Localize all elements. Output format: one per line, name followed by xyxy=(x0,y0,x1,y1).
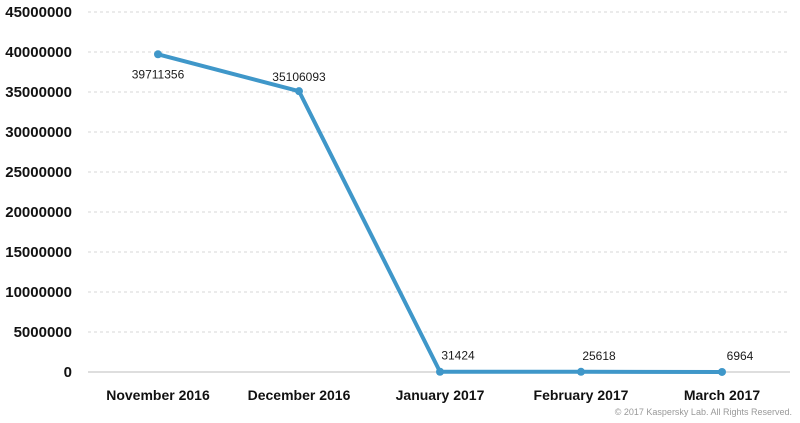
data-point xyxy=(154,50,162,59)
x-tick-label: December 2016 xyxy=(248,387,351,403)
y-tick-label: 10000000 xyxy=(5,284,72,301)
data-point xyxy=(295,87,303,96)
y-tick-label: 40000000 xyxy=(5,44,72,61)
data-point xyxy=(718,367,726,376)
y-tick-label: 15000000 xyxy=(5,244,72,261)
data-label: 35106093 xyxy=(272,70,326,84)
data-label: 31424 xyxy=(441,349,475,363)
x-tick-label: March 2017 xyxy=(684,387,760,403)
x-tick-label: January 2017 xyxy=(396,387,485,403)
copyright-text: © 2017 Kaspersky Lab. All Rights Reserve… xyxy=(614,407,792,417)
series-line xyxy=(156,52,724,374)
y-tick-label: 25000000 xyxy=(5,164,72,181)
data-label: 6964 xyxy=(727,349,754,363)
x-tick-label: November 2016 xyxy=(106,387,210,403)
x-tick-label: February 2017 xyxy=(534,387,629,403)
y-tick-label: 0 xyxy=(64,364,72,381)
y-tick-label: 35000000 xyxy=(5,84,72,101)
y-tick-label: 45000000 xyxy=(5,4,72,21)
y-tick-label: 5000000 xyxy=(14,324,72,341)
data-label: 25618 xyxy=(582,349,616,363)
data-point xyxy=(436,367,444,376)
y-tick-label: 30000000 xyxy=(5,124,72,141)
y-tick-label: 20000000 xyxy=(5,204,72,221)
data-point xyxy=(577,367,585,376)
data-label: 39711356 xyxy=(132,67,185,81)
